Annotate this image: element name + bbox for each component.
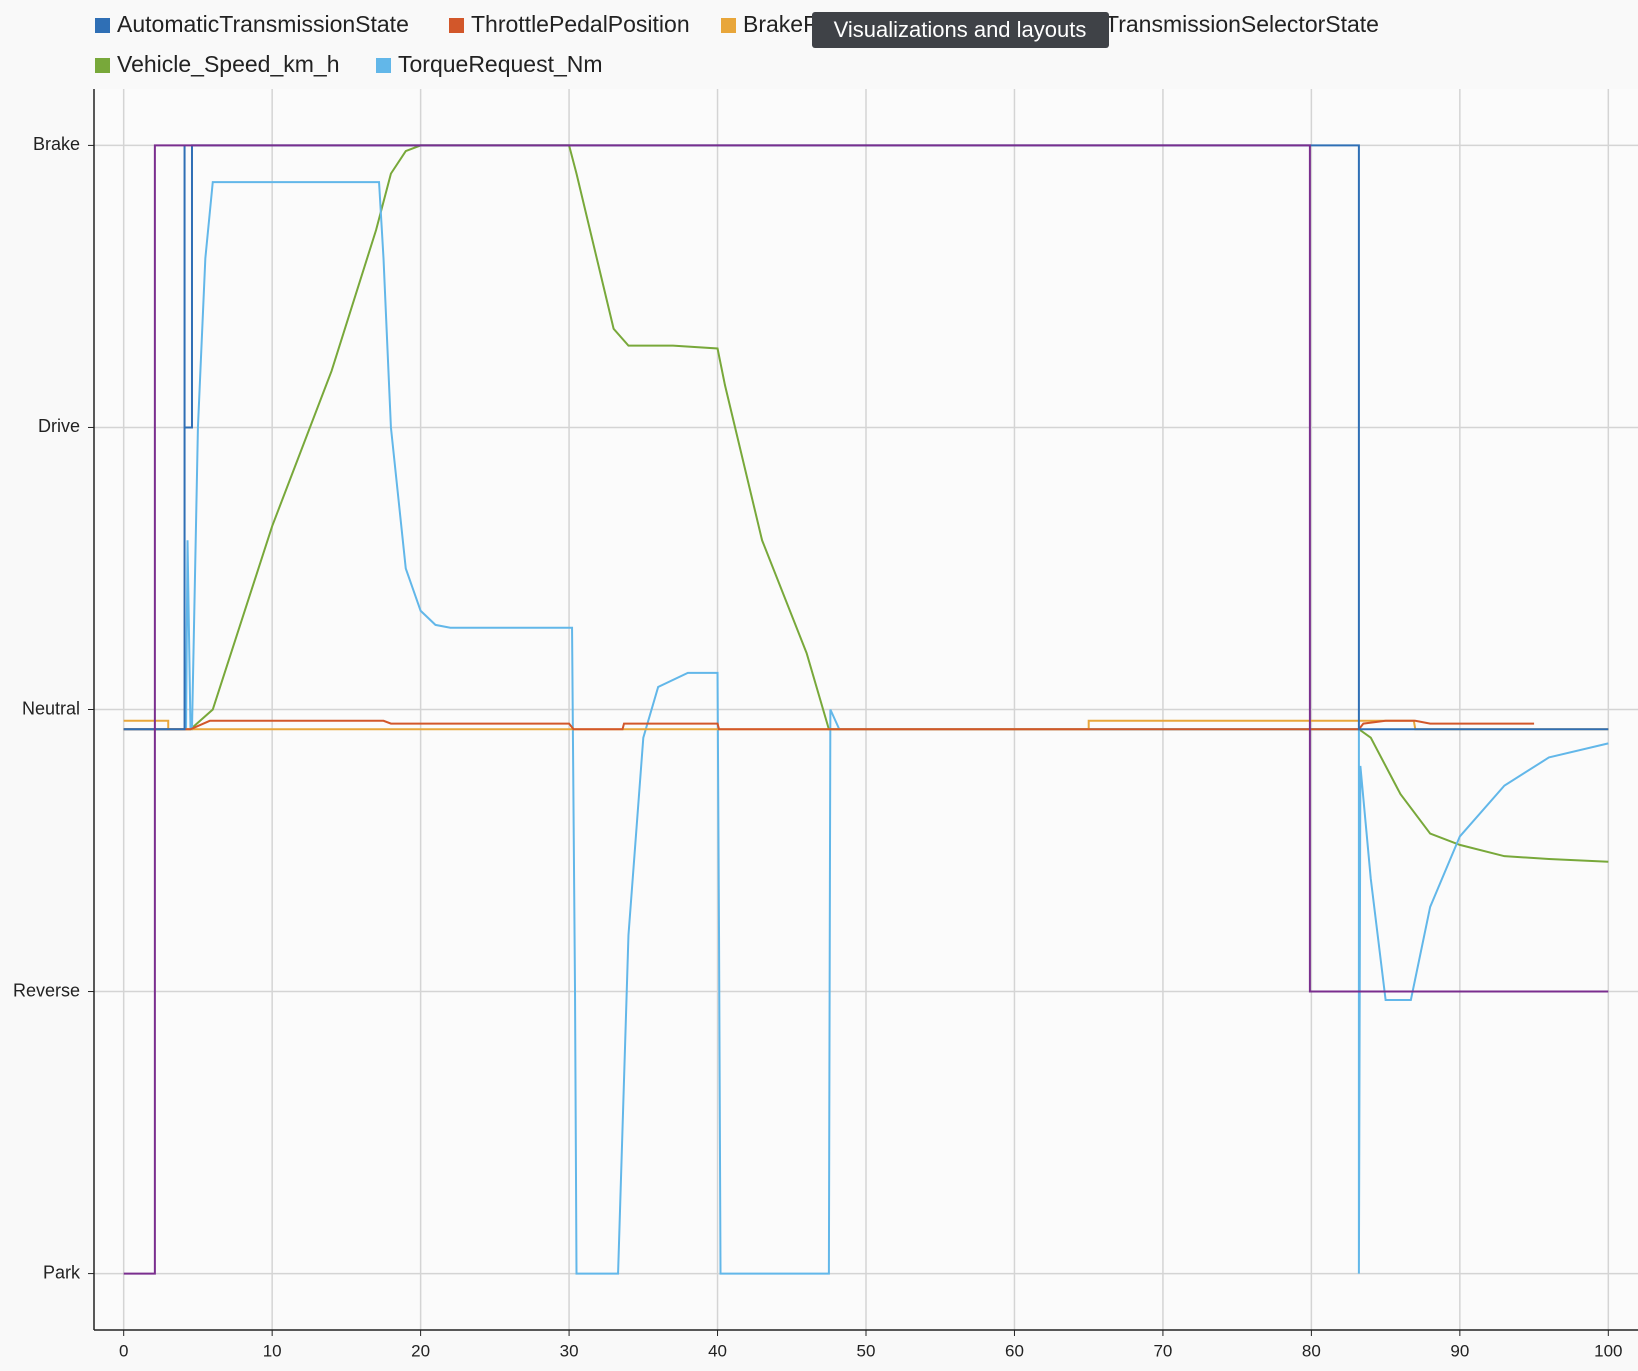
legend-label: BrakeP <box>743 11 818 37</box>
y-tick-label: Reverse <box>13 980 80 1000</box>
series-line <box>123 719 1609 731</box>
x-tick-label: 80 <box>1302 1341 1321 1360</box>
legend-label: Vehicle_Speed_km_h <box>117 51 340 77</box>
legend-swatch <box>95 18 110 33</box>
series-line <box>123 181 1609 1275</box>
x-tick-label: 40 <box>708 1341 727 1360</box>
y-tick-label: Neutral <box>22 698 80 718</box>
y-tick-label: Brake <box>33 134 80 154</box>
series-line <box>123 144 1609 731</box>
legend-swatch <box>376 58 391 73</box>
legend-label: ThrottlePedalPosition <box>471 11 690 37</box>
x-tick-label: 60 <box>1005 1341 1024 1360</box>
x-tick-label: 50 <box>857 1341 876 1360</box>
legend-label: TorqueRequest_Nm <box>398 51 603 77</box>
legend-label: TransmissionSelectorState <box>1105 11 1379 37</box>
tooltip-text: Visualizations and layouts <box>834 17 1087 42</box>
legend-swatch <box>449 18 464 33</box>
x-tick-label: 0 <box>119 1341 128 1360</box>
legend-swatch <box>95 58 110 73</box>
x-tick-label: 100 <box>1594 1341 1622 1360</box>
x-tick-label: 90 <box>1450 1341 1469 1360</box>
x-tick-label: 10 <box>263 1341 282 1360</box>
y-tick-label: Drive <box>38 416 80 436</box>
series-line <box>123 144 1609 863</box>
y-tick-label: Park <box>43 1262 81 1282</box>
tooltip-box <box>812 12 1109 48</box>
series-line <box>123 144 1609 1275</box>
x-tick-label: 30 <box>560 1341 579 1360</box>
legend-label: AutomaticTransmissionState <box>117 11 409 37</box>
x-tick-label: 70 <box>1153 1341 1172 1360</box>
x-tick-label: 20 <box>411 1341 430 1360</box>
series-line <box>123 719 1535 731</box>
legend-swatch <box>721 18 736 33</box>
